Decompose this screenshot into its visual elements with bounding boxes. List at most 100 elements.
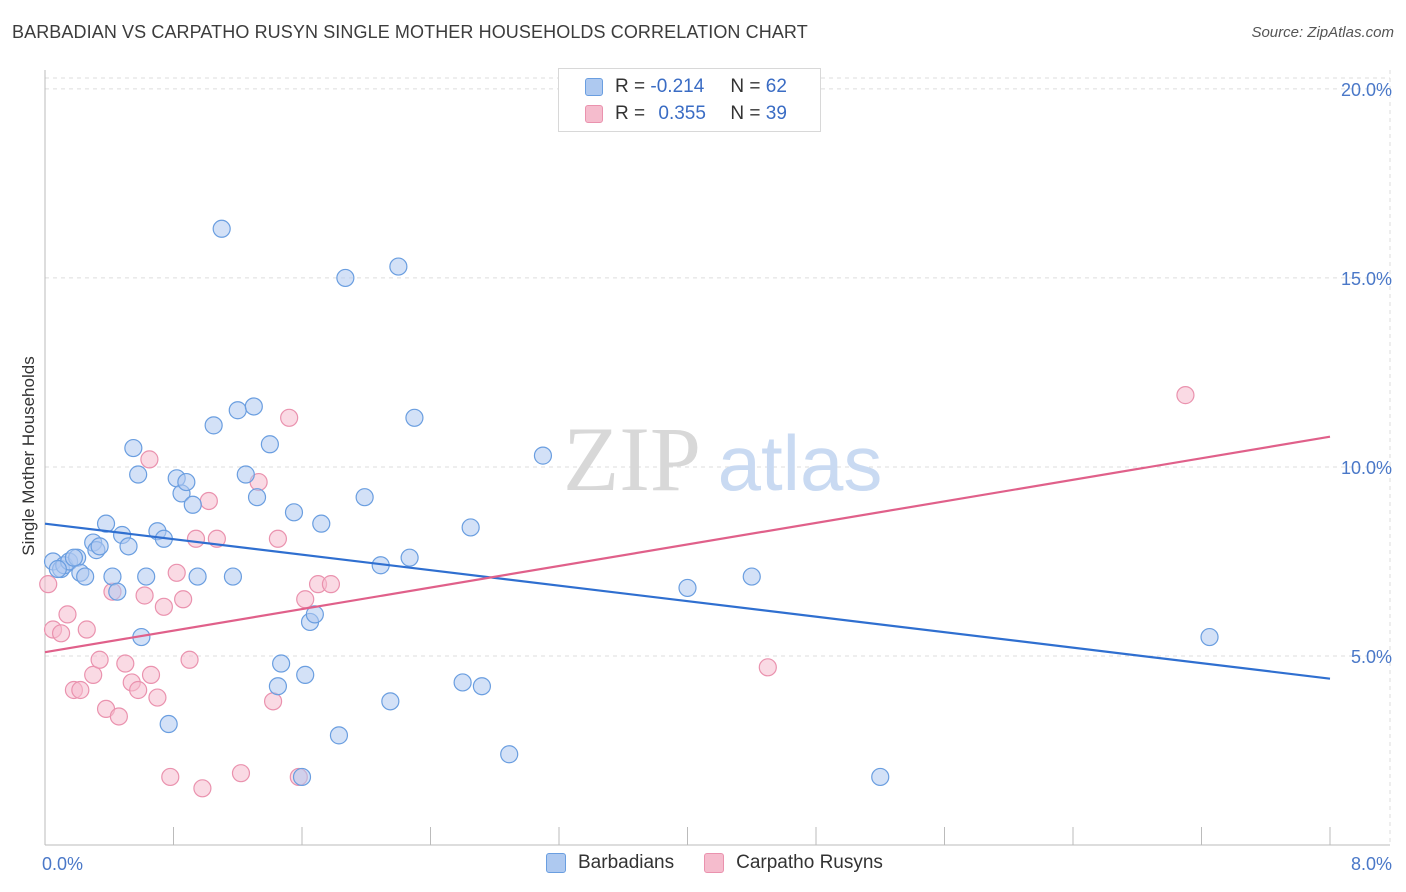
carpatho-point [199,491,218,511]
pink-swatch-icon [585,105,603,123]
y-axis-label: Single Mother Households [19,356,38,555]
barbadian-trend-line [44,522,1331,680]
barbadian-point [871,767,890,787]
barbadian-point [292,767,312,787]
carpatho-point [758,658,777,677]
barbadian-point [108,582,127,601]
barbadian-point [272,654,291,673]
carpatho-point [90,650,109,669]
barbadian-point [400,548,419,567]
barbadian-point [405,408,424,427]
carpatho-point [167,563,186,582]
r-value: -0.214 [650,76,705,97]
watermark: ZIP atlas [563,408,882,510]
barbadian-point [678,578,697,598]
carpatho-point [231,764,251,783]
barbadian-point [103,567,122,586]
blue-square-icon [546,853,566,873]
trend-lines [44,435,1331,680]
carpatho-point [180,650,199,669]
carpatho-point [186,529,206,548]
tick-labels: 5.0% 10.0% 15.0% 20.0% 0.0% 8.0% [42,80,1392,874]
carpatho-point [161,767,180,787]
barbadian-point [228,401,247,420]
barbadian-point [268,677,288,696]
carpatho-point [263,692,283,711]
carpatho-point [77,620,96,639]
carpatho-trend-line [44,435,1331,654]
carpatho-point [141,665,161,684]
barbadian-point [461,518,480,537]
barbadian-point [48,559,67,579]
legend-row-barbadians: R = -0.214 N = 62 [585,74,787,100]
carpatho-point [109,707,128,726]
pink-square-icon [704,853,725,873]
legend-label-carpatho: Carpatho Rusyns [736,852,883,873]
barbadian-point [177,472,196,492]
barbadian-point [284,503,304,522]
carpatho-point [51,624,71,643]
barbadian-point [742,567,761,586]
n-label: N = [730,76,761,97]
barbadian-points [43,219,1219,787]
y-tick-label: 5.0% [1351,647,1392,667]
legend-item-carpatho: Carpatho Rusyns [704,852,883,874]
barbadian-point [183,495,202,514]
r-value: 0.355 [658,103,706,124]
carpatho-point [116,654,135,673]
barbadian-point [64,548,84,567]
legend-item-barbadians: Barbadians [546,852,674,874]
carpatho-point [129,680,148,700]
stats-legend: R = -0.214 N = 62 R = 0.355 N = 39 [558,68,821,132]
barbadian-point [236,465,255,484]
source-credit: Source: ZipAtlas.com [1251,24,1394,41]
barbadian-point [453,673,472,692]
n-value: 62 [765,76,787,97]
carpatho-point [58,605,77,624]
y-tick-label: 20.0% [1341,80,1392,100]
barbadian-point [533,446,553,465]
grid-lines [45,70,1391,845]
barbadian-point [1200,627,1219,647]
barbadian-point [244,397,263,416]
carpatho-point [268,529,288,548]
carpatho-point [154,597,173,616]
y-tick-label: 15.0% [1341,269,1392,289]
carpatho-point [296,590,315,609]
barbadian-point [204,416,223,435]
carpatho-point [84,665,103,684]
barbadian-point [90,537,109,556]
n-value: 39 [765,103,787,124]
barbadian-point [137,567,156,586]
y-tick-label: 10.0% [1341,458,1392,478]
barbadian-point [296,665,315,684]
watermark-atlas: atlas [718,419,883,507]
x-tick-label: 8.0% [1351,854,1392,874]
carpatho-point [71,680,90,700]
barbadian-point [159,714,178,734]
carpatho-point [1176,386,1195,405]
n-label: N = [730,103,761,124]
barbadian-point [312,514,331,533]
barbadian-point [76,567,95,586]
barbadian-point [355,488,374,507]
carpatho-point [321,575,341,594]
axes [44,70,1390,846]
carpatho-point [174,590,193,609]
r-label: R = [615,76,646,97]
carpatho-point [280,408,299,427]
carpatho-point [148,688,167,707]
barbadian-point [389,257,408,276]
legend-label-barbadians: Barbadians [578,852,675,873]
blue-swatch-icon [585,78,603,96]
barbadian-point [96,514,116,533]
barbadian-point [381,692,400,711]
barbadian-point [212,219,231,238]
series-legend: Barbadians Carpatho Rusyns [546,852,913,874]
barbadian-point [129,465,148,484]
barbadian-point [119,537,138,556]
barbadian-point [472,677,491,696]
carpatho-point [140,450,159,469]
carpatho-point [193,779,212,798]
